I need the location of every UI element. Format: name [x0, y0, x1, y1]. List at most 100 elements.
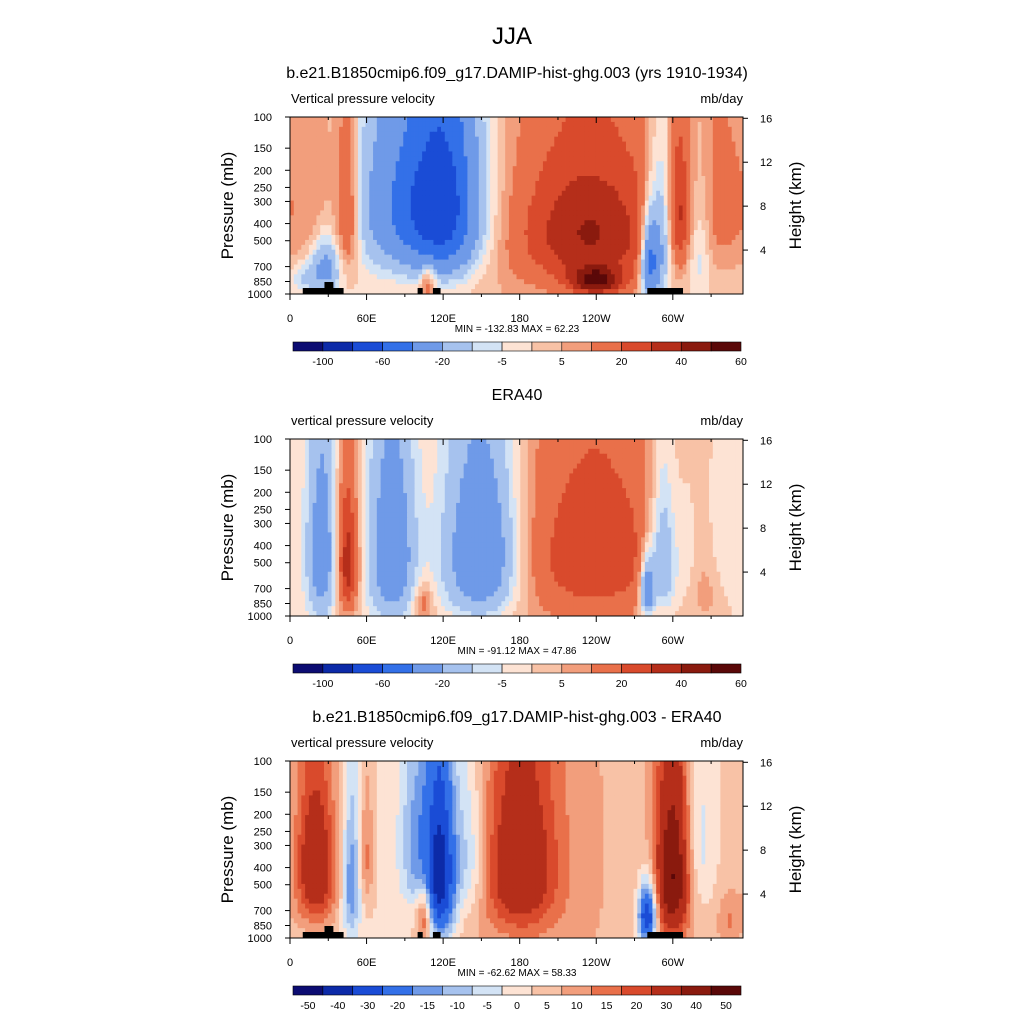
contour-cell [599, 161, 604, 167]
contour-cell [490, 448, 495, 455]
contour-cell [520, 151, 525, 157]
contour-cell [709, 269, 714, 275]
contour-cell [542, 166, 548, 172]
contour-cell [554, 166, 559, 172]
contour-cell [290, 235, 295, 241]
contour-cell [437, 190, 442, 197]
contour-cell [418, 190, 423, 197]
contour-cell [399, 235, 404, 241]
contour-cell [327, 264, 332, 270]
contour-cell [735, 274, 740, 280]
contour-cell [625, 448, 631, 455]
contour-cell [467, 230, 472, 236]
contour-cell [369, 205, 374, 211]
contour-cell [550, 220, 555, 226]
contour-cell [550, 171, 555, 177]
contour-cell [452, 239, 457, 246]
contour-cell [607, 121, 612, 128]
contour-cell [569, 126, 574, 133]
contour-cell [618, 171, 623, 177]
contour-cell [569, 239, 574, 246]
contour-cell [391, 289, 397, 295]
contour-cell [369, 239, 374, 246]
contour-cell [686, 117, 691, 123]
contour-cell [739, 185, 744, 192]
contour-cell [331, 156, 336, 162]
contour-cell [592, 171, 597, 177]
contour-cell [414, 254, 419, 260]
contour-cell [482, 205, 487, 211]
contour-cell [520, 453, 525, 460]
contour-cell [380, 279, 385, 285]
contour-cell [705, 171, 710, 177]
contour-cell [678, 453, 683, 460]
contour-cell [444, 126, 449, 133]
contour-cell [410, 264, 415, 270]
contour-cell [490, 185, 495, 192]
contour-cell [724, 136, 729, 142]
contour-cell [395, 439, 400, 445]
contour-cell [637, 244, 642, 251]
contour-cell [705, 121, 710, 128]
contour-cell [569, 151, 574, 157]
contour-cell [505, 156, 510, 162]
contour-cell [335, 185, 340, 192]
contour-cell [471, 185, 476, 192]
contour-cell [633, 458, 638, 464]
contour-cell [490, 121, 495, 128]
contour-cell [720, 259, 725, 265]
contour-cell [690, 195, 695, 201]
contour-cell [686, 185, 691, 192]
contour-cell [731, 210, 736, 216]
contour-cell [339, 210, 344, 216]
contour-cell [656, 215, 661, 221]
contour-cell [671, 244, 676, 251]
contour-cell [508, 210, 514, 216]
contour-cell [323, 225, 329, 231]
contour-cell [716, 279, 721, 285]
contour-cell [456, 121, 461, 128]
contour-cell [727, 215, 733, 221]
contour-cell [316, 171, 321, 177]
contour-cell [546, 117, 551, 123]
contour-cell [625, 195, 631, 201]
contour-cell [414, 274, 419, 280]
contour-cell [565, 279, 570, 285]
contour-cell [607, 264, 612, 270]
contour-cell [380, 180, 385, 187]
contour-cell [467, 448, 472, 455]
contour-cell [444, 439, 449, 445]
contour-cell [459, 453, 465, 460]
contour-cell [625, 205, 631, 211]
contour-cell [425, 136, 431, 142]
contour-cell [486, 259, 491, 265]
contour-cell [697, 453, 702, 460]
contour-cell [391, 244, 397, 251]
contour-cell [354, 235, 359, 241]
contour-cell [644, 141, 650, 147]
contour-cell [463, 274, 468, 280]
contour-cell [320, 284, 325, 290]
contour-cell [675, 230, 680, 236]
contour-cell [580, 249, 585, 256]
contour-cell [414, 200, 419, 206]
contour-cell [637, 264, 642, 270]
contour-cell [535, 210, 540, 216]
contour-cell [471, 161, 476, 167]
contour-cell [478, 205, 483, 211]
contour-cell [316, 448, 321, 455]
contour-cell [652, 264, 657, 270]
contour-cell [305, 136, 310, 142]
contour-cell [671, 443, 676, 450]
contour-cell [539, 264, 544, 270]
contour-cell [671, 156, 676, 162]
contour-cell [716, 443, 721, 450]
contour-cell [459, 254, 465, 260]
contour-cell [493, 279, 499, 285]
contour-cell [293, 161, 298, 167]
contour-cell [418, 156, 423, 162]
contour-cell [592, 439, 597, 445]
contour-cell [459, 443, 465, 450]
contour-cell [297, 225, 302, 231]
contour-cell [667, 230, 672, 236]
